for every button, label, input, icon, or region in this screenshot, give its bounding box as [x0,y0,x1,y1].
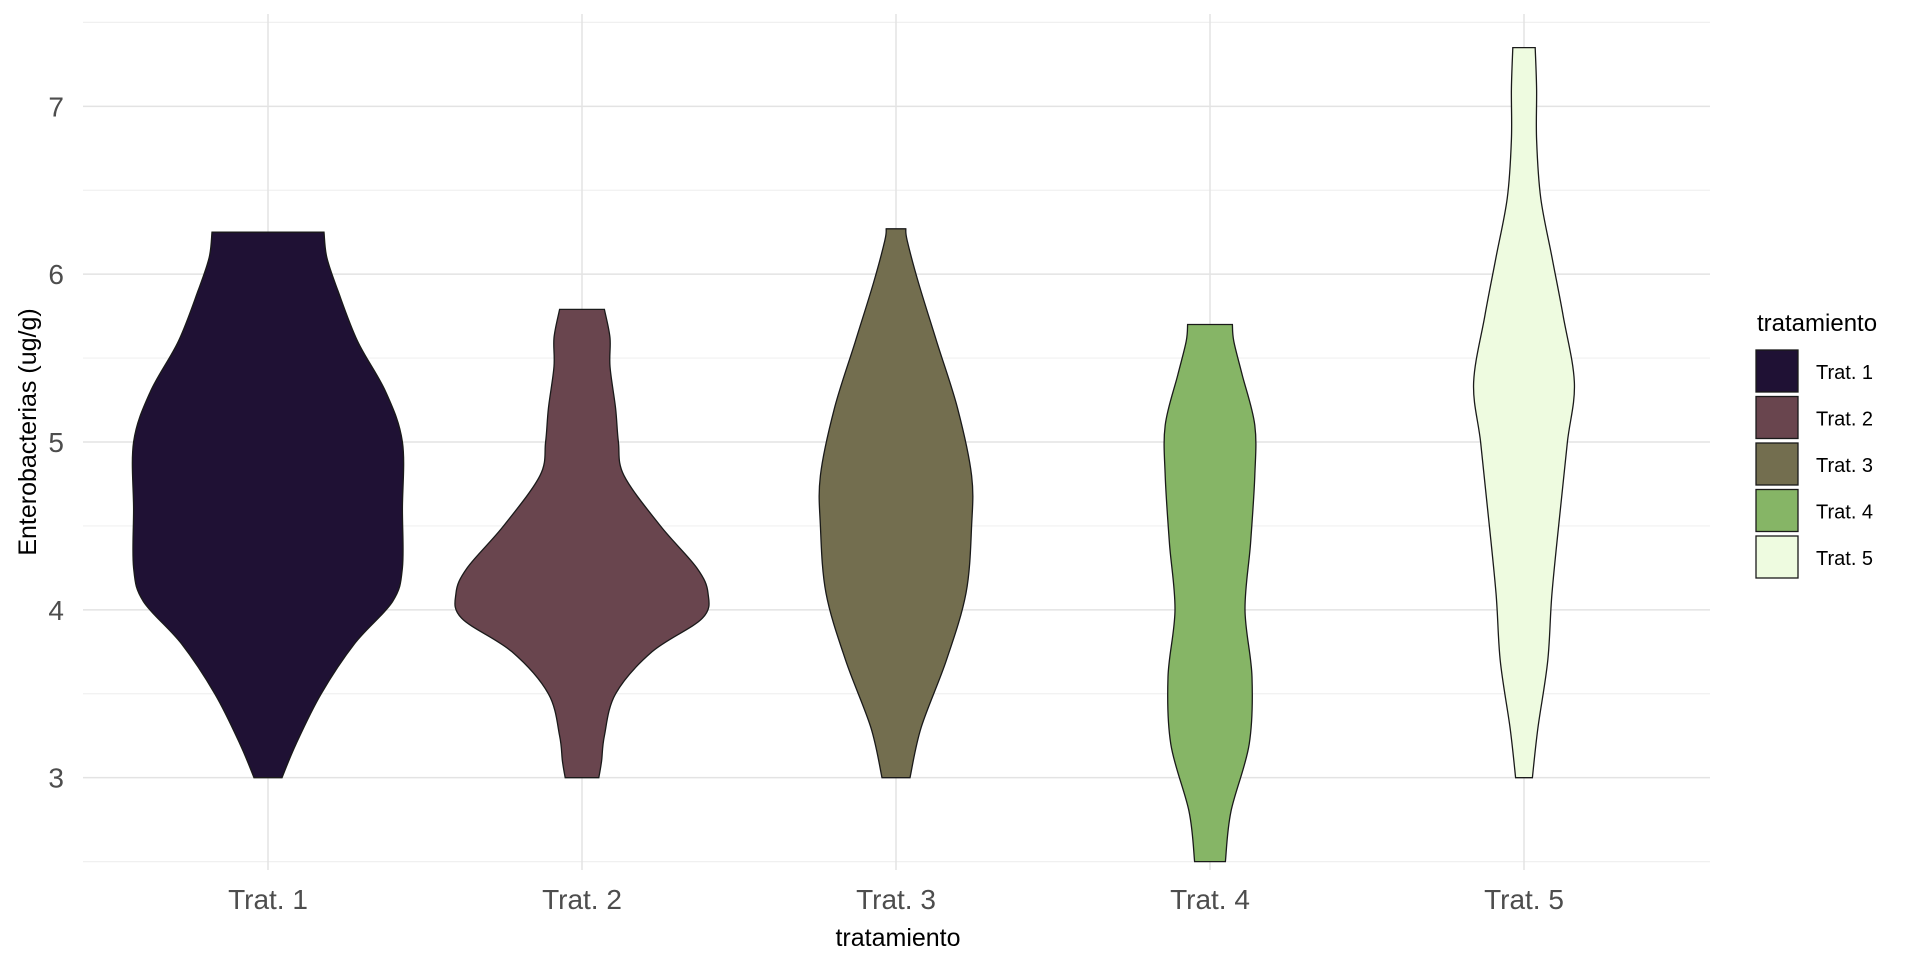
legend-swatch [1755,395,1799,440]
violin-2 [454,308,710,779]
x-tick-label: Trat. 3 [856,884,936,915]
legend-swatch [1755,535,1799,579]
legend-title: tratamiento [1757,310,1877,337]
legend-label: Trat. 3 [1816,455,1873,477]
x-tick-label: Trat. 5 [1484,884,1564,915]
legend-label: Trat. 2 [1816,409,1873,431]
y-tick-label: 5 [48,427,64,458]
y-tick-label: 6 [48,259,64,290]
x-axis-title: tratamiento [835,924,960,952]
x-tick-label: Trat. 4 [1170,884,1250,915]
y-axis-title: Enterobacterias (ug/g) [14,308,42,555]
violin-5 [1472,46,1576,779]
legend-label: Trat. 1 [1816,362,1873,384]
legend-label: Trat. 5 [1816,548,1873,570]
legend-swatch [1755,349,1799,393]
legend: tratamiento Trat. 1 Trat. 2 Trat. 3 Trat. 4… [1755,310,1877,579]
legend-swatch [1755,488,1799,533]
y-tick-label: 7 [48,91,64,122]
legend-label: Trat. 4 [1816,502,1873,524]
tick-labels: 3 4 5 6 7 Trat. 1 Trat. 2 Trat. 3 Trat. 4 Trat. 5 [48,91,1564,915]
x-tick-label: Trat. 2 [542,884,622,915]
legend-swatch [1755,442,1799,486]
x-tick-label: Trat. 1 [228,884,308,915]
violins [131,46,1576,863]
violin-3 [818,228,974,779]
y-tick-label: 3 [48,763,64,794]
violin-4 [1163,323,1257,863]
violin-1 [131,231,405,779]
y-tick-label: 4 [48,595,64,626]
